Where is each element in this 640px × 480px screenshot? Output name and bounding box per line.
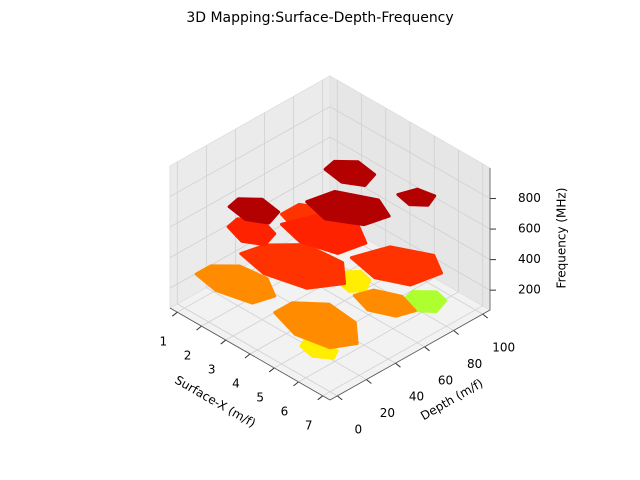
- contour-blob: [402, 290, 448, 314]
- axis-line: [169, 307, 331, 401]
- chart-title: 3D Mapping:Surface-Depth-Frequency: [186, 10, 453, 26]
- grid-line: [206, 287, 367, 380]
- y-tick: [366, 379, 372, 384]
- x-axis-label: Surface-X (m/f): [172, 373, 258, 431]
- x-tick-label: 4: [232, 377, 240, 391]
- y-tick: [424, 346, 430, 352]
- contour-blob: [280, 213, 368, 255]
- y-tick: [453, 330, 459, 335]
- y-tick-label: 0: [354, 422, 362, 436]
- z-tick-label: 600: [518, 222, 541, 236]
- x-tick: [244, 353, 251, 359]
- contour-blob: [227, 197, 281, 225]
- y-tick-label: 60: [438, 373, 453, 387]
- grid-line: [169, 106, 331, 197]
- x-tick-label: 3: [208, 363, 216, 377]
- y-tick-label: 80: [467, 357, 482, 371]
- contour-blob: [349, 245, 444, 287]
- y-tick-label: 40: [409, 390, 424, 404]
- x-tick: [196, 325, 202, 331]
- x-tick-label: 1: [159, 335, 167, 349]
- contour-blob: [239, 243, 347, 290]
- x-tick: [293, 381, 299, 387]
- contour-blob: [226, 217, 277, 247]
- y-tick-label: 100: [492, 341, 515, 355]
- x-tick-label: 6: [281, 404, 289, 418]
- x-tick-label: 7: [305, 418, 313, 432]
- y-tick: [482, 313, 489, 319]
- grid-line: [329, 136, 491, 230]
- y-tick-label: 20: [380, 406, 395, 420]
- z-tick-label: 400: [518, 252, 541, 266]
- contour-blob: [305, 189, 391, 227]
- x-tick: [317, 395, 324, 401]
- y-tick: [395, 362, 401, 368]
- z-axis-label: Frequency (MHz): [555, 188, 569, 289]
- contour-blob: [352, 288, 417, 318]
- x-tick-label: 5: [256, 390, 264, 404]
- y-tick: [336, 395, 343, 401]
- grid-line: [177, 303, 338, 397]
- contour-blob: [323, 159, 377, 188]
- x-tick: [171, 311, 178, 317]
- contour-blob: [273, 301, 359, 350]
- grid-line: [322, 305, 483, 397]
- axis-line: [329, 309, 491, 401]
- grid-line: [329, 106, 491, 199]
- grid-line: [169, 136, 331, 228]
- z-tick-label: 200: [518, 283, 541, 297]
- x-tick: [220, 339, 227, 345]
- contour-blob: [396, 187, 437, 207]
- x-tick-label: 2: [184, 349, 192, 363]
- x-tick: [268, 367, 275, 373]
- contour-blob: [194, 264, 277, 305]
- z-tick-label: 800: [518, 191, 541, 205]
